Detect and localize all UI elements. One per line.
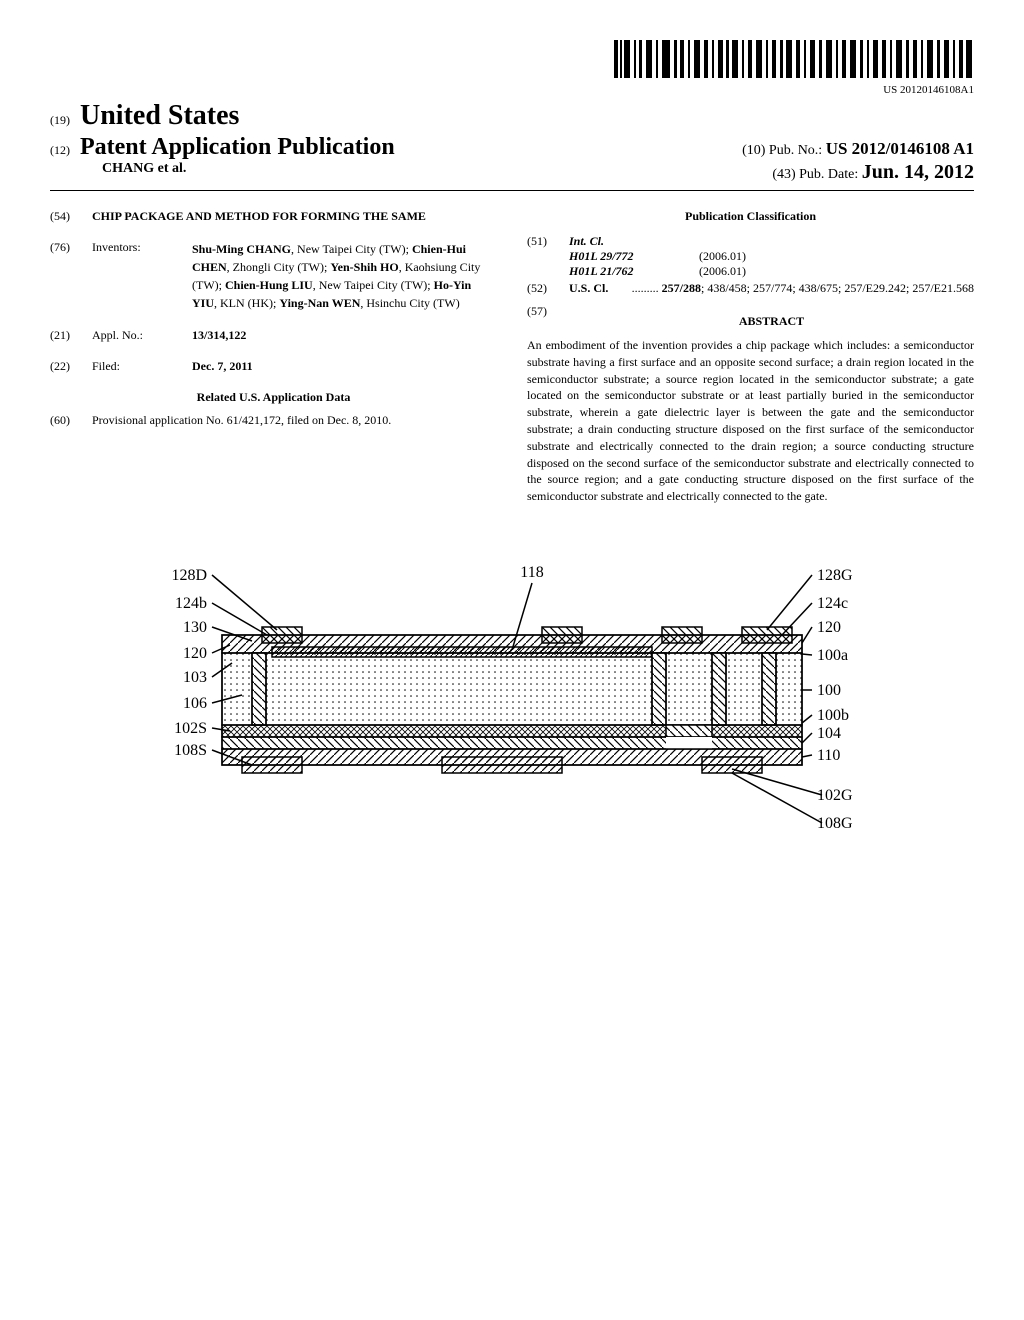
callout-right: 100: [817, 682, 841, 699]
callout-left: 106: [183, 695, 207, 712]
right-column: Publication Classification (51) Int. Cl.…: [527, 209, 974, 505]
uscl-code: (52): [527, 281, 569, 296]
callout-top: 118: [520, 564, 543, 581]
barcode-block: US 20120146108A1: [50, 40, 974, 96]
appl-label: Appl. No.:: [92, 328, 192, 343]
intcl-row: (51) Int. Cl. H01L 29/772(2006.01) H01L …: [527, 234, 974, 279]
pub-no-label: Pub. No.:: [769, 143, 822, 158]
pub-date: Jun. 14, 2012: [862, 161, 974, 183]
inventor-loc: , New Taipei City (TW);: [313, 278, 434, 292]
callout-right: 110: [817, 747, 840, 764]
uscl-primary: 257/288: [662, 281, 701, 295]
pub-type-code: (12): [50, 143, 70, 158]
pub-type: Patent Application Publication: [80, 134, 395, 161]
pub-date-label: Pub. Date:: [799, 167, 858, 182]
callout-right: 128G: [817, 567, 853, 584]
callout-left: 130: [183, 619, 207, 636]
intcl-code-1: H01L 21/762: [569, 264, 699, 279]
left-column: (54) CHIP PACKAGE AND METHOD FOR FORMING…: [50, 209, 497, 505]
pub-date-code: (43): [772, 167, 795, 182]
abstract-label: ABSTRACT: [569, 314, 974, 329]
pub-line: (12) Patent Application Publication (10)…: [50, 134, 974, 161]
figure: 128D 124b 130 120 103 106 102S 108S 128G 124c 120…: [50, 555, 974, 879]
barcode-graphic: [614, 40, 974, 78]
abstract-code: (57): [527, 304, 569, 335]
callout-left: 108S: [174, 742, 207, 759]
uscl-dots: .........: [632, 281, 662, 295]
pub-class-header: Publication Classification: [527, 209, 974, 224]
filed-code: (22): [50, 359, 92, 374]
inventor-loc: , Hsinchu City (TW): [360, 296, 459, 310]
appl-row: (21) Appl. No.: 13/314,122: [50, 328, 497, 343]
inventor-name: Ying-Nan WEN: [279, 296, 360, 310]
callout-right: 100a: [817, 647, 848, 664]
filed-date: Dec. 7, 2011: [192, 359, 497, 374]
inventors-content: Shu-Ming CHANG, New Taipei City (TW); Ch…: [192, 240, 497, 312]
barcode-text: US 20120146108A1: [50, 84, 974, 96]
related-header: Related U.S. Application Data: [50, 390, 497, 405]
country-name: United States: [80, 100, 239, 132]
intcl-code-0: H01L 29/772: [569, 249, 699, 264]
header-country: (19) United States: [50, 100, 974, 132]
title-text: CHIP PACKAGE AND METHOD FOR FORMING THE …: [92, 209, 497, 224]
callout-left: 128D: [171, 567, 207, 584]
callout-right: 124c: [817, 595, 848, 612]
inventor-loc: , Zhongli City (TW);: [227, 260, 331, 274]
intcl-label: Int. Cl.: [569, 234, 974, 249]
callout-right: 104: [817, 725, 841, 742]
inventor-name: Chien-Hung LIU: [225, 278, 313, 292]
prov-text: Provisional application No. 61/421,172, …: [92, 413, 497, 428]
uscl-rest: ; 438/458; 257/774; 438/675; 257/E29.242…: [701, 281, 974, 295]
callout-left: 120: [183, 645, 207, 662]
callout-left: 124b: [175, 595, 207, 612]
inventor-name: Yen-Shih HO: [330, 260, 398, 274]
inventor-loc: , KLN (HK);: [214, 296, 279, 310]
appl-code: (21): [50, 328, 92, 343]
uscl-label: U.S. Cl.: [569, 281, 608, 296]
inventors-row: (76) Inventors: Shu-Ming CHANG, New Taip…: [50, 240, 497, 312]
divider: [50, 190, 974, 191]
filed-label: Filed:: [92, 359, 192, 374]
intcl-year-0: (2006.01): [699, 249, 746, 263]
callout-right: 102G: [817, 787, 853, 804]
inventors-label: Inventors:: [92, 240, 192, 312]
abstract-text: An embodiment of the invention provides …: [527, 337, 974, 505]
callout-left: 102S: [174, 720, 207, 737]
title-row: (54) CHIP PACKAGE AND METHOD FOR FORMING…: [50, 209, 497, 224]
prov-code: (60): [50, 413, 92, 428]
callout-right: 100b: [817, 707, 849, 724]
title-code: (54): [50, 209, 92, 224]
filed-row: (22) Filed: Dec. 7, 2011: [50, 359, 497, 374]
pub-no: US 2012/0146108 A1: [826, 139, 974, 158]
country-code: (19): [50, 113, 70, 128]
inventors-code: (76): [50, 240, 92, 312]
callout-left: 103: [183, 669, 207, 686]
authors: CHANG et al.: [102, 161, 186, 184]
inventor-name: Shu-Ming CHANG: [192, 242, 291, 256]
intcl-code: (51): [527, 234, 569, 279]
callout-right: 108G: [817, 815, 853, 832]
uscl-row: (52) U.S. Cl. ......... 257/288; 438/458…: [527, 281, 974, 296]
callout-right: 120: [817, 619, 841, 636]
pub-no-code: (10): [742, 143, 765, 158]
intcl-year-1: (2006.01): [699, 264, 746, 278]
authors-line: CHANG et al. (43) Pub. Date: Jun. 14, 20…: [50, 161, 974, 184]
abstract-header-row: (57) ABSTRACT: [527, 304, 974, 335]
inventor-loc: , New Taipei City (TW);: [291, 242, 412, 256]
appl-no: 13/314,122: [192, 328, 497, 343]
provisional-row: (60) Provisional application No. 61/421,…: [50, 413, 497, 428]
